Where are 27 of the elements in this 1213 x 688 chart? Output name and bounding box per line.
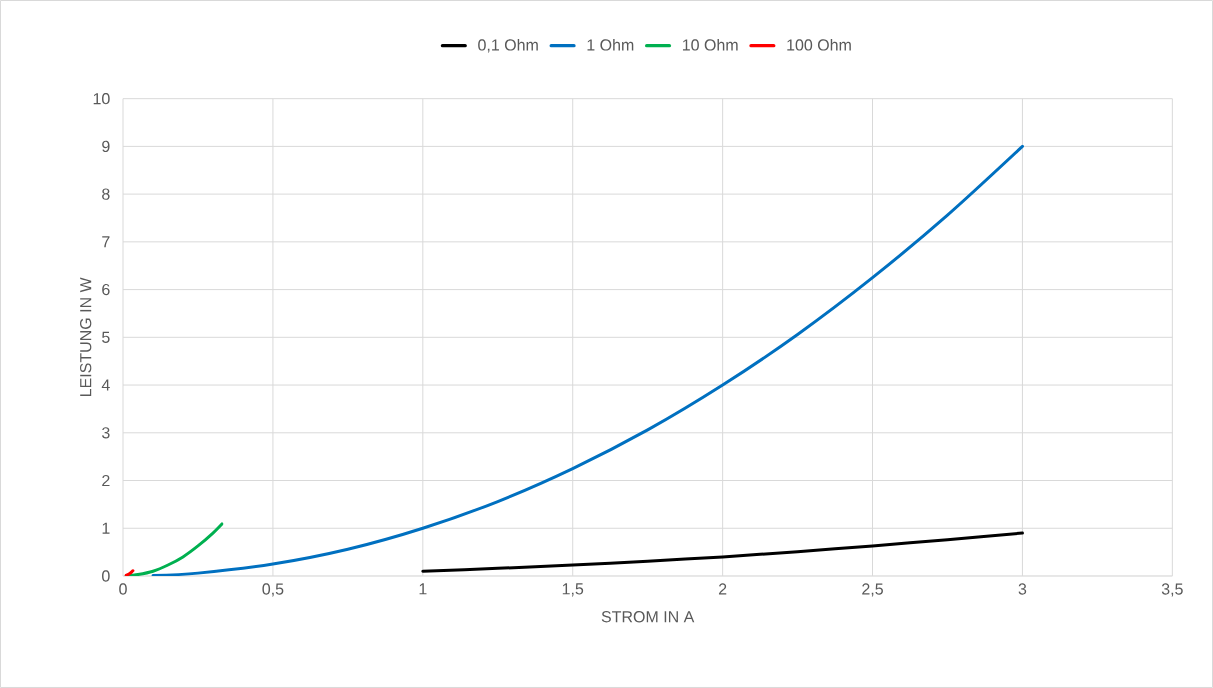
y-tick-label: 2 — [102, 474, 110, 487]
y-tick-label: 9 — [102, 140, 110, 153]
y-tick-label: 7 — [102, 236, 110, 248]
y-axis-title: LEISTUNG IN W — [80, 277, 92, 397]
line-series — [151, 144, 1024, 576]
y-tick-label: 4 — [101, 379, 110, 391]
x-axis-title: STROM IN A — [601, 611, 695, 623]
y-tick-label: 3 — [102, 427, 110, 439]
legend-label: 1 Ohm — [587, 38, 634, 51]
x-tick-label: 2,5 — [862, 583, 883, 597]
x-tick-label: 3 — [1018, 583, 1027, 595]
y-tick-label: 0 — [102, 570, 110, 582]
legend-label: 100 Ohm — [787, 38, 851, 51]
x-tick-label: 1 — [419, 583, 427, 595]
x-tick-label: 0,5 — [262, 583, 284, 597]
x-tick-label: 0 — [119, 583, 127, 595]
y-tick-label: 1 — [102, 522, 110, 534]
y-tick-label: 5 — [102, 331, 110, 343]
x-tick-label: 1,5 — [562, 583, 584, 597]
x-tick-label: 2 — [718, 583, 727, 595]
legend-label: 0,1 Ohm — [478, 38, 538, 53]
y-tick-label: 6 — [102, 283, 110, 296]
y-tick-label: 8 — [102, 188, 110, 200]
line-series — [421, 531, 1024, 573]
x-tick-label: 3,5 — [1161, 583, 1183, 597]
legend-label: 10 Ohm — [682, 38, 738, 51]
y-tick-label: 10 — [93, 93, 110, 105]
